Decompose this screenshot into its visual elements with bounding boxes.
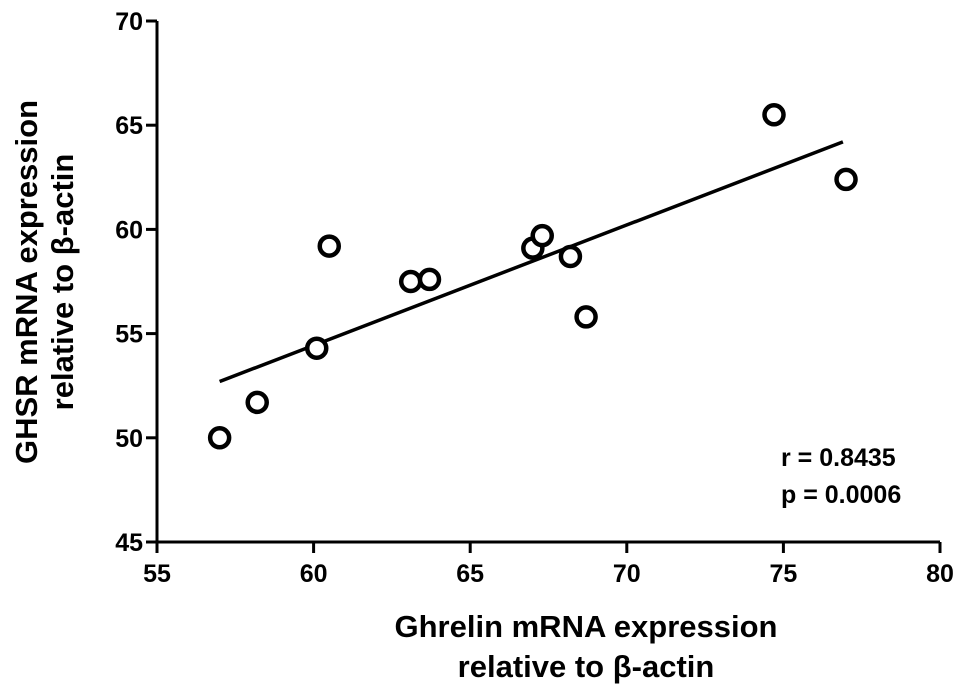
y-tick-label: 60: [115, 216, 143, 244]
data-point: [417, 267, 442, 292]
y-tick-label: 45: [115, 529, 143, 557]
r-value-label: r = 0.8435: [781, 444, 896, 472]
y-axis-title-line-1: GHSR mRNA expression: [9, 100, 44, 464]
x-tick-label: 65: [456, 560, 484, 588]
data-point: [398, 269, 423, 294]
x-axis-title-line-1: Ghrelin mRNA expression: [394, 609, 777, 644]
x-tick-label: 70: [613, 560, 641, 588]
axis-titles: Ghrelin mRNA expression relative to β-ac…: [9, 100, 778, 684]
statistics-annotation: r = 0.8435 p = 0.0006: [781, 444, 901, 509]
x-tick-label: 55: [143, 560, 171, 588]
x-tick-label: 60: [300, 560, 328, 588]
data-point: [762, 103, 786, 127]
data-point: [207, 426, 232, 450]
data-point: [834, 167, 858, 192]
axes: [155, 21, 940, 544]
data-points: [207, 103, 858, 450]
y-tick-label: 55: [115, 321, 143, 349]
y-tick-label: 50: [115, 425, 143, 453]
y-tick-label: 70: [115, 8, 143, 36]
data-point: [245, 390, 269, 415]
data-point: [317, 234, 342, 258]
y-tick-label: 65: [115, 112, 143, 140]
x-tick-label: 80: [926, 560, 954, 588]
x-tick-label: 75: [769, 560, 797, 588]
data-point: [574, 305, 598, 329]
data-point: [558, 244, 583, 269]
data-point: [530, 223, 554, 248]
x-axis-title-line-2: relative to β-actin: [458, 649, 715, 684]
y-axis-title-line-2: relative to β-actin: [45, 154, 80, 411]
ticks: 55 60 65 70 75 80 45 50 55 60 65 70: [115, 8, 954, 588]
data-point: [304, 336, 329, 360]
p-value-label: p = 0.0006: [781, 481, 901, 509]
